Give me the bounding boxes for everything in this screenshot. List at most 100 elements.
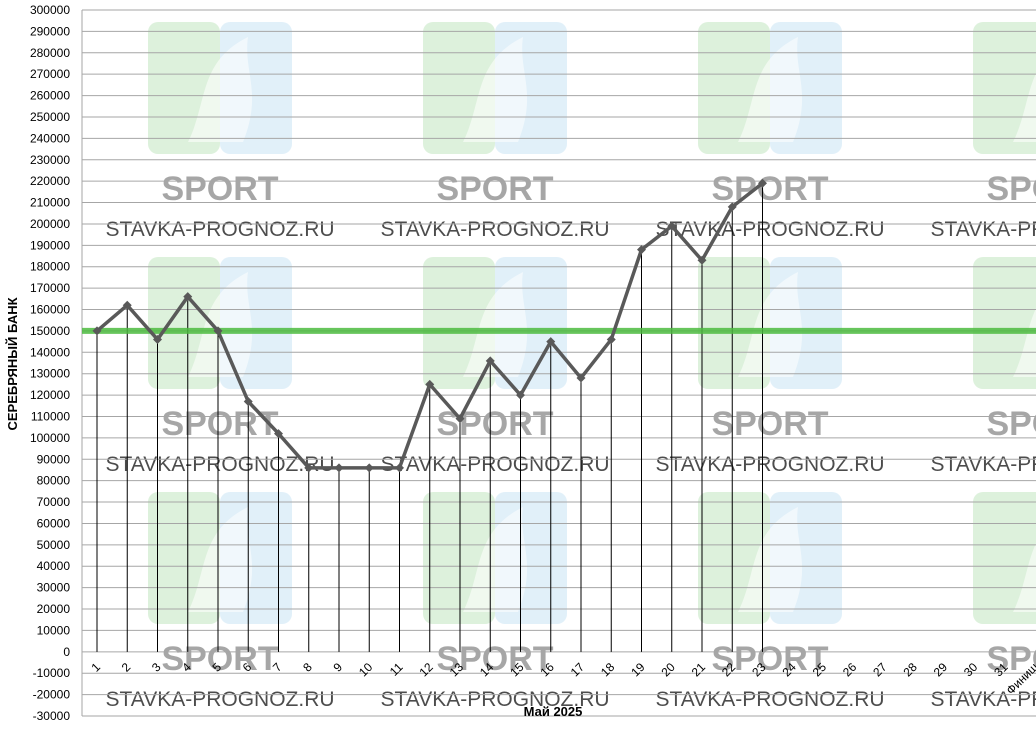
watermark-site: STAVKA-PROGNOZ.RU xyxy=(930,688,1036,711)
y-tick-label: 150000 xyxy=(30,324,70,338)
data-point xyxy=(153,334,162,344)
watermark-brand: SPORT xyxy=(161,640,278,678)
y-tick-label: 250000 xyxy=(30,110,70,124)
watermark-tile: SPORT STAVKA-PROGNOZ.RU xyxy=(930,22,1036,241)
x-tick-label: 29 xyxy=(931,660,951,680)
x-tick-label: 28 xyxy=(901,660,921,680)
watermark-tile: SPORT STAVKA-PROGNOZ.RU xyxy=(105,257,335,476)
y-tick-label: 50000 xyxy=(37,538,71,552)
watermark-brand: SPORT xyxy=(986,170,1036,208)
x-tick-label: 1 xyxy=(88,660,103,675)
watermark-brand: SPORT xyxy=(711,170,828,208)
watermark-tile: SPORT STAVKA-PROGNOZ.RU xyxy=(930,257,1036,476)
watermark-site: STAVKA-PROGNOZ.RU xyxy=(380,688,609,711)
y-tick-label: -20000 xyxy=(33,688,71,702)
watermark-tile: SPORT STAVKA-PROGNOZ.RU xyxy=(380,22,610,241)
watermark-horse-icon xyxy=(463,37,528,142)
watermark-site: STAVKA-PROGNOZ.RU xyxy=(380,218,609,241)
x-tick-label: 11 xyxy=(387,660,406,679)
watermark-horse-icon xyxy=(1013,543,1036,612)
data-point xyxy=(697,255,707,265)
watermark-site: STAVKA-PROGNOZ.RU xyxy=(105,688,334,711)
y-tick-label: 260000 xyxy=(30,89,70,103)
watermark-logo-left xyxy=(973,492,1036,624)
x-tick-label: 10 xyxy=(356,660,376,680)
data-point xyxy=(546,337,556,347)
data-point xyxy=(122,300,132,310)
x-tick-label: 2 xyxy=(119,660,134,675)
data-point xyxy=(727,202,737,212)
x-tick-label: 21 xyxy=(689,660,709,680)
data-point xyxy=(667,221,677,231)
watermark-layer: SPORT STAVKA-PROGNOZ.RU SPORT STAVKA-PROGNO… xyxy=(105,22,1036,711)
y-tick-label: 20000 xyxy=(37,602,71,616)
watermark-tile: SPORT STAVKA-PROGNOZ.RU xyxy=(930,492,1036,711)
data-point xyxy=(425,379,435,389)
watermark-horse-icon xyxy=(188,37,253,142)
watermark-logo-left xyxy=(973,22,1036,154)
data-point xyxy=(606,334,616,344)
data-point xyxy=(274,429,283,439)
y-tick-label: 190000 xyxy=(30,238,70,252)
y-tick-label: 160000 xyxy=(30,303,70,317)
y-tick-label: 40000 xyxy=(37,559,71,573)
y-tick-label: 80000 xyxy=(37,474,71,488)
watermark-site: STAVKA-PROGNOZ.RU xyxy=(105,218,334,241)
data-point xyxy=(364,463,374,473)
data-point xyxy=(516,390,525,400)
y-tick-label: 280000 xyxy=(30,46,70,60)
watermark-horse-icon xyxy=(188,507,253,612)
y-tick-label: 30000 xyxy=(37,581,71,595)
series-group xyxy=(92,178,767,473)
x-tick-label: 9 xyxy=(330,660,345,675)
y-tick-label: 270000 xyxy=(30,67,70,81)
x-tick-label: 19 xyxy=(628,660,648,680)
data-point xyxy=(485,356,495,366)
watermark-horse-icon xyxy=(738,272,803,377)
x-tick-label: 27 xyxy=(870,660,890,680)
y-tick-label: 120000 xyxy=(30,388,70,402)
y-tick-label: 290000 xyxy=(30,24,70,38)
y-tick-label: 10000 xyxy=(37,623,71,637)
y-tick-label: 300000 xyxy=(30,3,70,17)
x-tick-label: 12 xyxy=(417,660,437,680)
watermark-horse-icon xyxy=(738,37,803,142)
watermark-brand: SPORT xyxy=(986,405,1036,443)
y-tick-label: 200000 xyxy=(30,217,70,231)
x-tick-label: 8 xyxy=(300,660,315,675)
watermark-horse-icon xyxy=(1013,73,1036,142)
watermark-tile: SPORT STAVKA-PROGNOZ.RU xyxy=(655,22,885,241)
y-tick-label: 170000 xyxy=(30,281,70,295)
y-tick-label: 230000 xyxy=(30,153,70,167)
watermark-brand: SPORT xyxy=(711,640,828,678)
watermark-brand: SPORT xyxy=(161,170,278,208)
data-point xyxy=(758,178,767,188)
watermark-site: STAVKA-PROGNOZ.RU xyxy=(655,218,884,241)
watermark-brand: SPORT xyxy=(436,170,553,208)
watermark-tile: SPORT STAVKA-PROGNOZ.RU xyxy=(105,22,335,241)
watermark-brand: SPORT xyxy=(436,640,553,678)
data-point xyxy=(183,292,193,302)
watermark-tile: SPORT STAVKA-PROGNOZ.RU xyxy=(380,257,610,476)
y-tick-label: 140000 xyxy=(30,345,70,359)
watermark-tile: SPORT STAVKA-PROGNOZ.RU xyxy=(655,492,885,711)
x-tick-label: 20 xyxy=(659,660,679,680)
y-tick-label: 130000 xyxy=(30,367,70,381)
watermark-site: STAVKA-PROGNOZ.RU xyxy=(930,453,1036,476)
y-tick-label: 100000 xyxy=(30,431,70,445)
watermark-brand: SPORT xyxy=(436,405,553,443)
data-point xyxy=(455,414,465,424)
x-tick-label: 18 xyxy=(598,660,618,680)
watermark-horse-icon xyxy=(188,272,253,377)
watermark-logo-left xyxy=(973,257,1036,389)
watermark-tile: SPORT STAVKA-PROGNOZ.RU xyxy=(105,492,335,711)
y-tick-label: -10000 xyxy=(33,666,71,680)
watermark-site: STAVKA-PROGNOZ.RU xyxy=(105,453,334,476)
x-tick-label: 17 xyxy=(568,660,588,680)
watermark-horse-icon xyxy=(738,507,803,612)
watermark-brand: SPORT xyxy=(711,405,828,443)
data-point xyxy=(576,373,586,383)
y-tick-label: 180000 xyxy=(30,260,70,274)
data-point xyxy=(243,397,253,407)
